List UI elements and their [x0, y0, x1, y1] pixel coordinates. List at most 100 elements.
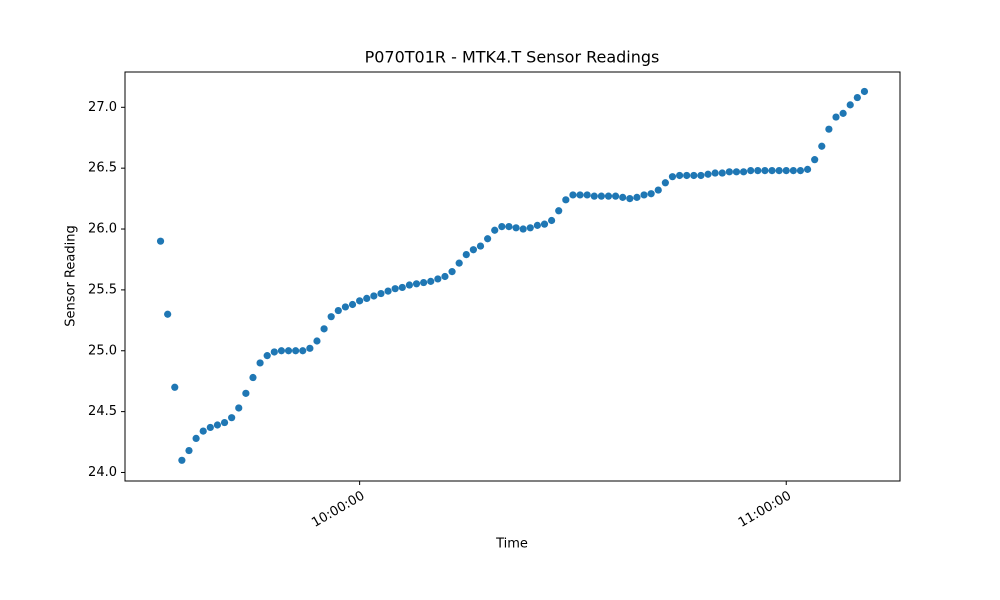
data-point	[284, 347, 293, 355]
data-point	[469, 246, 477, 254]
data-point	[725, 168, 733, 176]
data-point	[299, 347, 307, 355]
data-point	[569, 191, 577, 199]
data-point	[732, 168, 741, 176]
data-point	[548, 216, 556, 225]
data-point	[320, 325, 328, 333]
data-point	[626, 194, 634, 203]
data-point	[818, 142, 826, 150]
y-tick-label: 27.0	[88, 100, 117, 115]
data-point	[704, 170, 712, 178]
data-point	[491, 226, 499, 234]
y-tick-label: 26.5	[88, 161, 117, 176]
data-point	[398, 283, 406, 292]
data-point	[860, 87, 869, 96]
data-point	[683, 171, 691, 180]
data-point	[313, 337, 321, 345]
data-point	[462, 250, 470, 259]
data-point	[555, 207, 563, 215]
data-point	[654, 186, 662, 194]
data-point	[853, 93, 861, 102]
data-point	[633, 193, 641, 201]
data-point	[782, 166, 790, 175]
y-tick-label: 25.0	[88, 343, 117, 358]
data-point	[747, 166, 755, 175]
data-point	[356, 297, 364, 305]
data-point	[590, 192, 598, 200]
data-point	[597, 192, 605, 200]
y-tick-label: 26.0	[88, 222, 117, 237]
data-point	[825, 125, 833, 133]
data-point	[178, 456, 186, 464]
x-axis-label: Time	[495, 537, 528, 552]
data-point	[505, 222, 513, 231]
data-point	[448, 268, 456, 276]
data-point	[533, 221, 541, 229]
chart-title: P070T01R - MTK4.T Sensor Readings	[365, 48, 660, 67]
data-point	[228, 414, 236, 422]
data-point	[519, 225, 527, 233]
data-point	[576, 191, 584, 199]
data-point	[739, 168, 748, 176]
data-point	[846, 101, 854, 109]
data-point	[796, 166, 805, 175]
data-point	[611, 192, 620, 200]
data-point	[718, 169, 726, 177]
data-point	[370, 292, 378, 300]
data-point	[242, 389, 250, 397]
data-point	[803, 165, 812, 173]
data-point	[263, 352, 271, 360]
data-point	[377, 289, 385, 298]
data-point	[668, 173, 677, 181]
data-point	[220, 418, 229, 427]
data-point	[640, 191, 648, 199]
data-point	[619, 193, 627, 201]
data-point	[171, 383, 179, 391]
data-point	[583, 191, 591, 199]
data-point	[341, 303, 350, 311]
y-tick-label: 24.5	[88, 404, 117, 419]
data-point	[512, 224, 520, 232]
data-point	[306, 344, 314, 352]
y-tick-label: 25.5	[88, 282, 117, 297]
data-point	[441, 272, 449, 281]
data-point	[789, 166, 797, 175]
data-point	[213, 421, 222, 429]
data-point	[192, 434, 200, 442]
data-point	[185, 446, 193, 455]
data-point	[484, 235, 492, 243]
data-point	[832, 113, 840, 121]
data-point	[327, 313, 335, 321]
data-point	[348, 300, 357, 309]
data-point	[498, 222, 506, 231]
data-point	[235, 404, 243, 412]
data-point	[420, 278, 428, 287]
x-tick-label: 11:00:00	[736, 489, 794, 531]
data-point	[711, 169, 719, 177]
data-point	[249, 373, 257, 382]
y-axis-label: Sensor Reading	[64, 225, 79, 326]
data-point	[270, 348, 278, 356]
data-point	[256, 359, 264, 367]
data-point	[604, 192, 613, 200]
data-point	[363, 294, 371, 303]
data-point	[811, 156, 819, 164]
data-point	[412, 280, 421, 288]
data-point	[434, 275, 442, 283]
data-point	[690, 171, 698, 180]
data-point	[206, 423, 214, 432]
data-point	[199, 427, 207, 435]
x-tick-label: 10:00:00	[309, 489, 367, 531]
data-point	[476, 242, 485, 250]
data-point	[391, 285, 399, 293]
data-point	[562, 196, 570, 204]
data-point	[427, 277, 435, 285]
plot-frame	[124, 71, 901, 482]
data-point	[761, 166, 769, 175]
data-point	[526, 224, 534, 232]
data-point	[156, 237, 165, 245]
data-point	[661, 179, 669, 187]
data-point	[455, 259, 463, 267]
